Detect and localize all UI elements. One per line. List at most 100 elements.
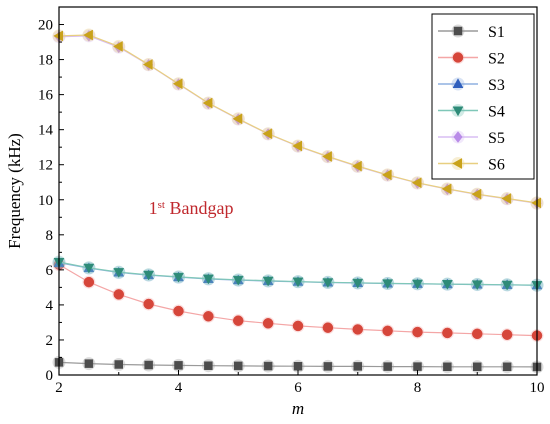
data-point	[173, 272, 184, 283]
legend-label: S6	[488, 157, 505, 174]
data-point	[174, 361, 183, 370]
x-tick-label: 2	[55, 380, 63, 396]
legend-marker	[453, 26, 463, 36]
data-point	[232, 275, 244, 286]
series-layer	[52, 28, 544, 374]
data-point	[381, 169, 392, 181]
data-point	[172, 78, 183, 90]
data-point	[442, 327, 453, 339]
data-point	[351, 160, 362, 172]
y-tick-label: 14	[38, 123, 54, 139]
legend: S1 S2 S3 S4 S5 S6	[431, 13, 535, 180]
data-point	[382, 279, 394, 290]
legend-label: S2	[488, 51, 505, 68]
data-point	[262, 128, 273, 140]
data-point	[143, 270, 155, 281]
data-point	[202, 97, 213, 109]
data-point	[441, 183, 452, 195]
y-tick-label: 12	[38, 158, 53, 174]
data-point	[142, 59, 153, 70]
data-point	[232, 113, 243, 125]
data-point	[471, 188, 482, 200]
legend-label: S3	[488, 77, 505, 94]
data-point	[502, 362, 512, 372]
data-point	[501, 280, 513, 291]
data-point	[173, 305, 184, 317]
data-point	[353, 362, 362, 371]
data-point	[83, 29, 93, 41]
data-point	[84, 359, 94, 368]
data-point	[292, 140, 302, 152]
data-point	[322, 322, 334, 333]
data-point	[143, 298, 154, 310]
legend-marker	[452, 78, 464, 88]
data-point	[53, 30, 63, 42]
data-point	[234, 361, 243, 371]
y-tick-label: 10	[38, 193, 53, 209]
x-tick-label: 10	[530, 380, 545, 396]
data-point	[114, 360, 123, 369]
bandgap-annotation: 1st Bandgap	[149, 198, 234, 218]
data-point	[203, 311, 214, 322]
data-point	[441, 280, 453, 290]
data-point	[412, 326, 423, 338]
data-point	[471, 280, 483, 291]
data-point	[501, 193, 512, 204]
x-tick-label: 8	[414, 380, 422, 396]
data-point	[382, 325, 393, 337]
legend-box	[431, 13, 535, 180]
legend-label: S5	[488, 130, 505, 147]
x-tick-label: 4	[175, 380, 183, 396]
data-point	[83, 263, 95, 274]
data-point	[501, 329, 513, 340]
series-s1	[52, 355, 544, 374]
annotation-rest: Bandgap	[165, 198, 233, 218]
series-s2	[52, 258, 544, 343]
legend-marker	[452, 158, 462, 169]
data-point	[262, 318, 274, 329]
annotation-main: 1	[149, 198, 158, 218]
data-point	[531, 197, 541, 209]
annotation-superscript: st	[158, 199, 165, 211]
data-point	[292, 320, 304, 332]
y-tick-label: 0	[46, 368, 54, 384]
x-tick-label: 6	[294, 380, 302, 396]
data-point	[202, 274, 214, 285]
x-axis-title: m	[292, 399, 304, 418]
data-point	[113, 268, 125, 278]
y-tick-label: 8	[46, 228, 54, 244]
data-point	[263, 361, 273, 371]
y-tick-label: 4	[46, 298, 54, 314]
legend-label: S1	[488, 24, 505, 41]
y-tick-label: 20	[38, 18, 53, 34]
legend-label: S4	[488, 104, 505, 121]
data-point	[411, 177, 422, 189]
data-point	[292, 277, 304, 288]
data-point	[443, 362, 452, 372]
series-s6	[52, 28, 544, 210]
y-axis-title: Frequency (kHz)	[5, 133, 24, 249]
y-tick-label: 16	[38, 88, 54, 104]
data-point	[204, 361, 213, 370]
data-point	[352, 324, 363, 335]
data-point	[112, 41, 123, 52]
y-tick-label: 18	[38, 53, 53, 69]
legend-marker	[452, 52, 464, 63]
data-point	[472, 328, 483, 340]
data-point	[412, 279, 423, 290]
data-point	[383, 362, 392, 371]
series-s4	[52, 255, 544, 292]
data-point	[144, 360, 153, 370]
data-point	[262, 276, 274, 287]
data-point	[352, 278, 364, 289]
data-point	[322, 278, 334, 289]
data-point	[83, 276, 95, 288]
data-point	[473, 362, 482, 372]
data-point	[113, 289, 124, 300]
y-tick-label: 6	[46, 263, 54, 279]
legend-marker	[452, 106, 464, 117]
data-point	[322, 151, 332, 162]
data-point	[233, 315, 244, 326]
